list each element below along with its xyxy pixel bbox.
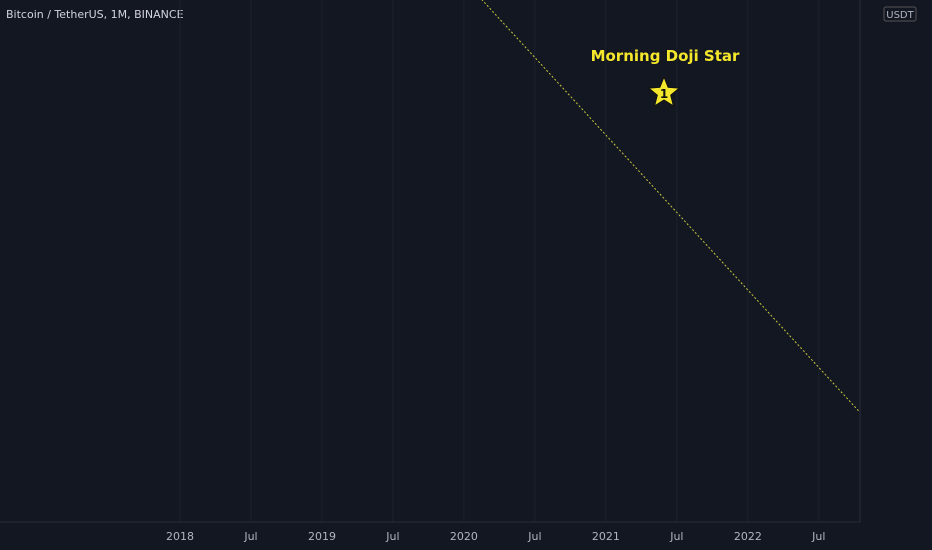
currency-button [883,6,917,22]
star-badge: 1 [660,87,668,101]
x-tick-label: 2018 [166,530,194,543]
annotation-text: Morning Doji Star [591,47,740,65]
x-tick-label: 2020 [450,530,478,543]
x-tick-label: Jul [669,530,683,543]
x-tick-label: 2022 [734,530,762,543]
x-tick-label: 2019 [308,530,336,543]
grid [179,0,820,522]
y-axis-panel [860,0,932,550]
annotation: Morning Doji Star 1 [591,47,740,107]
x-tick-label: 2021 [592,530,620,543]
x-tick-label: Jul [527,530,541,543]
x-axis: 2018 Jul 2019 Jul 2020 Jul 2021 Jul 2022 Jul [0,521,860,550]
star-icon [647,75,681,107]
y-axis: 3000.003800.005000.006500.008500.0011000… [859,0,932,550]
trendlines [481,0,867,420]
x-tick-label: Jul [243,530,257,543]
currency-button-label: USDT [886,10,914,21]
x-tick-label: Jul [811,530,825,543]
x-axis-panel [0,522,860,550]
x-tick-label: Jul [385,530,399,543]
descending-trendline [481,0,867,420]
chart-title: Bitcoin / TetherUS, 1M, BINANCE [6,8,184,21]
